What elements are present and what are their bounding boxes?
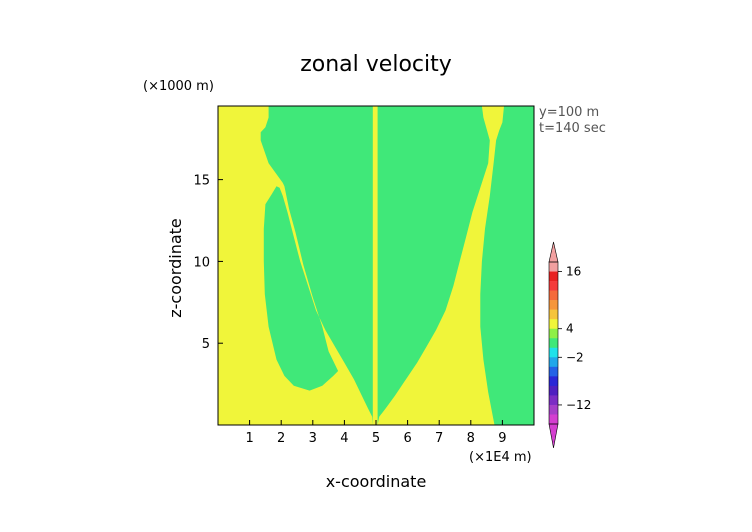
region-green-right <box>377 106 490 425</box>
colorbar-swatch <box>549 376 558 387</box>
y-tick-label: 5 <box>202 337 210 352</box>
colorbar-swatch <box>549 347 558 358</box>
colorbar-swatch <box>549 404 558 415</box>
colorbar-swatch <box>549 385 558 396</box>
region-green-left <box>260 106 373 425</box>
y-tick-label: 10 <box>193 255 210 270</box>
x-axis-ticks: 1 2 3 4 5 6 7 8 9 <box>245 420 507 446</box>
colorbar-swatch <box>549 357 558 368</box>
x-tick-label: 1 <box>245 431 253 446</box>
colorbar: −12 −2 4 16 <box>548 241 591 449</box>
colorbar-swatch <box>549 366 558 377</box>
y-axis-label: z-coordinate <box>166 218 185 318</box>
region-green-right-edge <box>480 106 534 425</box>
colorbar-label: −12 <box>566 398 591 412</box>
colorbar-swatch <box>549 290 558 301</box>
x-tick-label: 3 <box>309 431 317 446</box>
x-tick-label: 2 <box>277 431 285 446</box>
colorbar-swatch <box>549 414 558 425</box>
colorbar-bottom-arrow <box>548 423 559 449</box>
x-tick-label: 9 <box>498 431 506 446</box>
colorbar-label: 4 <box>566 322 574 336</box>
y-axis-ticks: 5 10 15 <box>193 174 223 352</box>
x-scale-label: (×1E4 m) <box>469 450 532 465</box>
colorbar-label: 16 <box>566 265 581 279</box>
colorbar-swatch <box>549 281 558 291</box>
colorbar-swatch <box>549 262 558 272</box>
x-tick-label: 5 <box>372 431 380 446</box>
x-axis-label: x-coordinate <box>326 472 427 491</box>
colorbar-swatch <box>549 309 558 320</box>
colorbar-swatch <box>549 300 558 310</box>
annotation-y: y=100 m <box>539 105 599 120</box>
y-tick-label: 15 <box>193 174 210 189</box>
colorbar-swatch <box>549 395 558 406</box>
colorbar-label: −2 <box>566 350 584 364</box>
x-tick-label: 4 <box>340 431 348 446</box>
x-tick-label: 7 <box>435 431 443 446</box>
colorbar-top-arrow <box>548 241 559 263</box>
chart-title: zonal velocity <box>300 52 452 77</box>
colorbar-swatch <box>549 319 558 330</box>
colorbar-frame <box>548 261 559 425</box>
x-tick-label: 8 <box>467 431 475 446</box>
annotation-t: t=140 sec <box>539 121 606 136</box>
colorbar-swatch <box>549 271 558 282</box>
plot-area <box>217 105 535 426</box>
x-tick-label: 6 <box>403 431 411 446</box>
y-scale-label: (×1000 m) <box>143 79 214 94</box>
colorbar-swatch <box>549 328 558 339</box>
colorbar-swatch <box>549 338 558 349</box>
